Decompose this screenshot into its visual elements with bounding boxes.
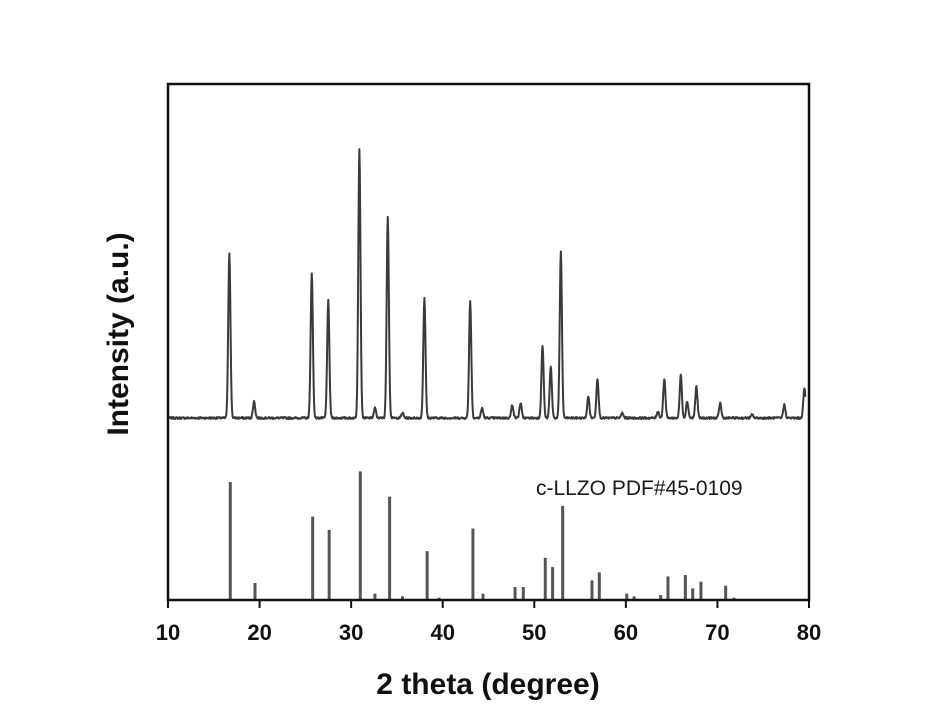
x-tick-label-80: 80: [797, 620, 821, 645]
reference-pdf-sticks: [228, 471, 736, 599]
x-axis-title: 2 theta (degree): [376, 668, 599, 701]
x-axis-tick-labels: 10 20 30 40 50 60 70 80: [156, 620, 821, 645]
x-tick-label-30: 30: [339, 620, 363, 645]
reference-pattern-label: c-LLZO PDF#45-0109: [536, 477, 743, 500]
y-axis-title: Intensity (a.u.): [102, 232, 135, 435]
x-tick-label-50: 50: [522, 620, 546, 645]
plot-frame: [166, 82, 811, 602]
x-tick-label-20: 20: [247, 620, 271, 645]
x-tick-label-40: 40: [430, 620, 454, 645]
x-axis-ticks: [167, 600, 810, 608]
x-tick-label-60: 60: [614, 620, 638, 645]
x-tick-label-10: 10: [156, 620, 180, 645]
x-tick-label-70: 70: [705, 620, 729, 645]
measured-xrd-pattern-line: [167, 148, 807, 420]
